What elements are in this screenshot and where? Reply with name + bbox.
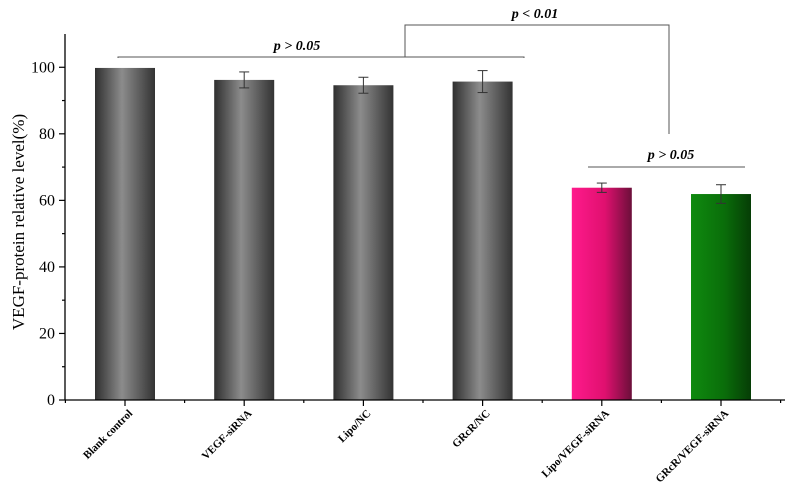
bracket-control-group xyxy=(117,56,525,58)
error-bar xyxy=(477,70,488,94)
y-axis-title: VEGF-protein relative level(%) xyxy=(9,114,28,330)
annotation-between-groups: p < 0.01 xyxy=(511,7,558,22)
x-tick-label: GRcR/NC xyxy=(450,408,493,451)
y-ticks-group: 0 20 40 60 80 100 xyxy=(31,59,65,409)
y-tick-label: 60 xyxy=(39,192,55,209)
axes-group xyxy=(64,34,785,401)
error-bar xyxy=(716,184,726,204)
y-tick-label: 100 xyxy=(31,59,55,76)
error-bars-group xyxy=(239,70,726,204)
y-tick-label: 40 xyxy=(39,259,55,276)
error-bar xyxy=(596,182,607,193)
significance-annotations: p > 0.05 p < 0.01 p > 0.05 xyxy=(117,7,745,168)
bar-lipo-nc xyxy=(333,85,394,401)
x-tick-label: Lipo/VEGF-siRNA xyxy=(539,408,611,480)
annotation-siRNA-group: p > 0.05 xyxy=(647,148,694,163)
y-tick-label: 80 xyxy=(39,126,55,143)
bar-blank-control xyxy=(95,67,155,401)
bar-vegf-sirna xyxy=(214,79,275,400)
x-tick-label: GRcR/VEGF-siRNA xyxy=(653,408,731,486)
bar-lipo-vegf-sirna xyxy=(571,187,632,400)
annotation-control-group: p > 0.05 xyxy=(273,39,320,54)
error-bar xyxy=(358,76,369,94)
x-tick-label: VEGF-siRNA xyxy=(200,408,255,463)
x-tick-label: Blank control xyxy=(81,408,135,462)
bar-grcr-nc xyxy=(452,81,513,400)
error-bar xyxy=(239,71,250,89)
y-tick-label: 20 xyxy=(39,325,55,342)
x-tick-label: Lipo/NC xyxy=(336,408,373,445)
bar-grcr-vegf-sirna xyxy=(691,194,751,400)
x-tick-labels-group: Blank control VEGF-siRNA Lipo/NC GRcR/NC Lip… xyxy=(64,400,782,486)
bars-group xyxy=(95,67,751,401)
bracket-between-groups xyxy=(404,24,670,134)
y-tick-label: 0 xyxy=(47,392,55,409)
